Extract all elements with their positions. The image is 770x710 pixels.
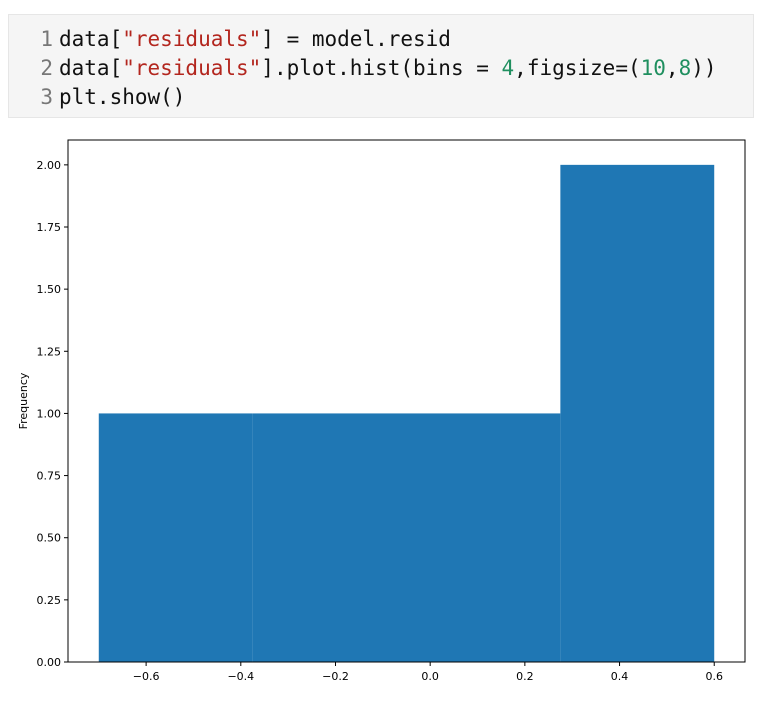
x-tick-label: 0.2 bbox=[516, 670, 534, 683]
code-line[interactable]: 2 data["residuals"].plot.hist(bins = 4,fi… bbox=[39, 54, 753, 83]
y-axis-ticks: 0.00 0.25 0.50 0.75 1.00 1.25 1.50 1.75 2.00 bbox=[37, 159, 68, 669]
x-tick-label: 0.0 bbox=[421, 670, 439, 683]
code-cell[interactable]: 1 data["residuals"] = model.resid 2 data["r… bbox=[8, 14, 754, 118]
x-tick-label: −0.6 bbox=[133, 670, 160, 683]
code-token-plain: ].plot.hist(bins = bbox=[261, 56, 502, 80]
y-axis-label: Frequency bbox=[17, 372, 30, 429]
code-token-number: 8 bbox=[678, 56, 692, 80]
code-token-plain: plt.show() bbox=[59, 85, 186, 109]
code-token-plain: data[ bbox=[59, 27, 123, 51]
code-token-plain: , bbox=[665, 56, 679, 80]
histogram-bar bbox=[560, 164, 715, 662]
histogram-bar bbox=[98, 413, 253, 662]
histogram-bars bbox=[98, 164, 715, 662]
histogram-bar bbox=[252, 413, 407, 662]
code-token-plain: ,figsize=( bbox=[514, 56, 641, 80]
y-tick-label: 2.00 bbox=[37, 159, 62, 172]
y-tick-label: 0.50 bbox=[37, 532, 62, 545]
code-token-number: 4 bbox=[501, 56, 515, 80]
code-token-number: 10 bbox=[640, 56, 666, 80]
y-tick-label: 0.75 bbox=[37, 470, 62, 483]
code-token-string: "residuals" bbox=[122, 27, 262, 51]
histogram-bar bbox=[406, 413, 561, 662]
histogram-plot: −0.6 −0.4 −0.2 0.0 0.2 0.4 0.6 0.00 0.25 0.50 0.7… bbox=[0, 130, 770, 706]
y-tick-label: 1.25 bbox=[37, 345, 62, 358]
code-token-plain: )) bbox=[691, 56, 717, 80]
line-number: 2 bbox=[40, 56, 53, 80]
x-tick-label: −0.4 bbox=[227, 670, 254, 683]
line-number: 3 bbox=[40, 85, 53, 109]
y-tick-label: 0.00 bbox=[37, 656, 62, 669]
histogram-chart: −0.6 −0.4 −0.2 0.0 0.2 0.4 0.6 0.00 0.25 0.50 0.7… bbox=[17, 139, 746, 683]
plot-frame bbox=[67, 139, 746, 663]
code-line[interactable]: 3 plt.show() bbox=[39, 83, 753, 112]
code-token-plain: data[ bbox=[59, 56, 123, 80]
code-token-plain: ] = model.resid bbox=[261, 27, 451, 51]
x-tick-label: 0.4 bbox=[611, 670, 629, 683]
y-tick-label: 0.25 bbox=[37, 594, 62, 607]
y-tick-label: 1.50 bbox=[37, 283, 62, 296]
code-line[interactable]: 1 data["residuals"] = model.resid bbox=[39, 25, 753, 54]
x-tick-label: 0.6 bbox=[705, 670, 723, 683]
code-token-string: "residuals" bbox=[122, 56, 262, 80]
line-number: 1 bbox=[40, 27, 53, 51]
y-tick-label: 1.75 bbox=[37, 221, 62, 234]
x-tick-label: −0.2 bbox=[322, 670, 349, 683]
x-axis-ticks: −0.6 −0.4 −0.2 0.0 0.2 0.4 0.6 bbox=[133, 662, 723, 683]
y-tick-label: 1.00 bbox=[37, 407, 62, 420]
